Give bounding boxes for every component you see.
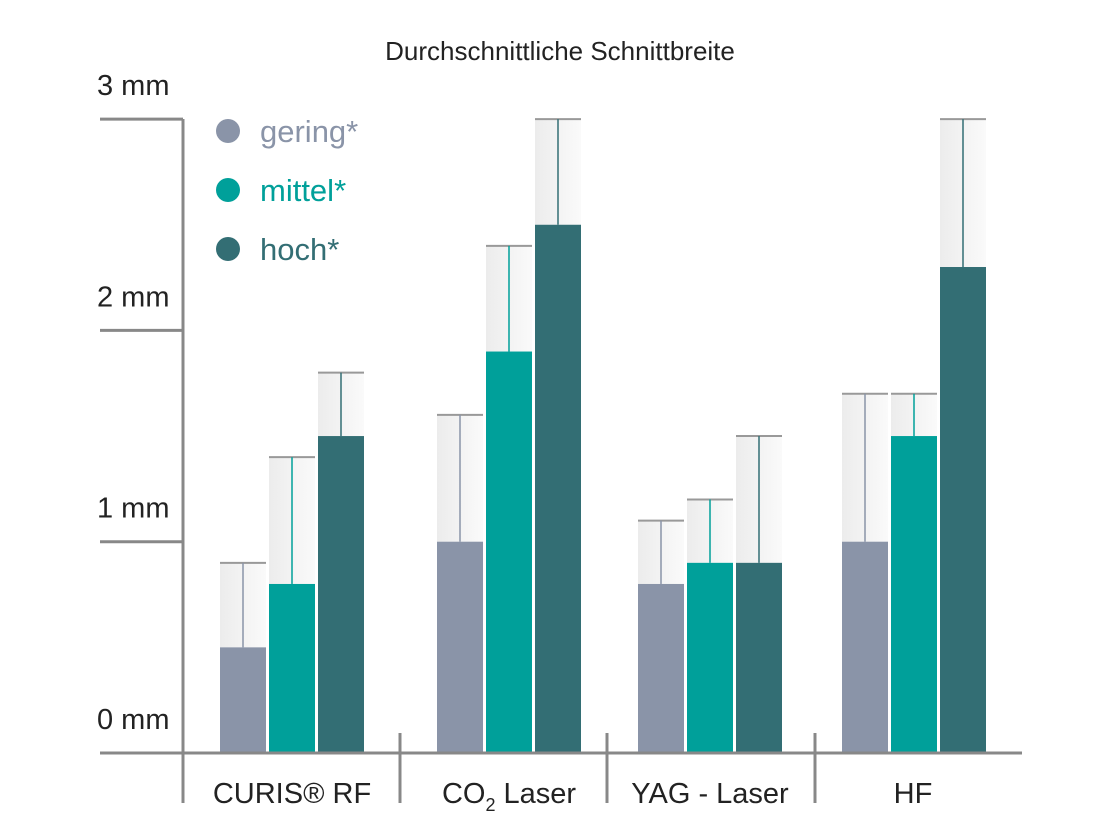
bar	[486, 351, 532, 752]
category-label: CO2 Laser	[442, 778, 576, 815]
bar	[842, 541, 888, 752]
legend-marker	[216, 178, 240, 202]
y-tick-label: 1 mm	[97, 493, 170, 525]
bar	[940, 267, 986, 752]
bar	[437, 541, 483, 752]
bar	[638, 583, 684, 752]
legend-label: hoch*	[260, 232, 339, 267]
category-label: CURIS® RF	[213, 778, 371, 810]
category-label: HF	[894, 778, 933, 810]
bar	[891, 436, 937, 752]
bar	[269, 583, 315, 752]
legend-marker	[216, 237, 240, 261]
chart-title: Durchschnittliche Schnittbreite	[385, 36, 735, 66]
y-tick-label: 2 mm	[97, 281, 170, 313]
legend-label: mittel*	[260, 173, 346, 208]
legend-marker	[216, 119, 240, 143]
bar	[220, 647, 266, 752]
bar	[736, 562, 782, 752]
bar	[318, 436, 364, 752]
category-label: YAG - Laser	[631, 778, 789, 810]
y-tick-label: 3 mm	[97, 70, 170, 102]
bar	[687, 562, 733, 752]
y-tick-label: 0 mm	[97, 704, 170, 736]
bar	[535, 224, 581, 752]
legend-label: gering*	[260, 114, 358, 149]
